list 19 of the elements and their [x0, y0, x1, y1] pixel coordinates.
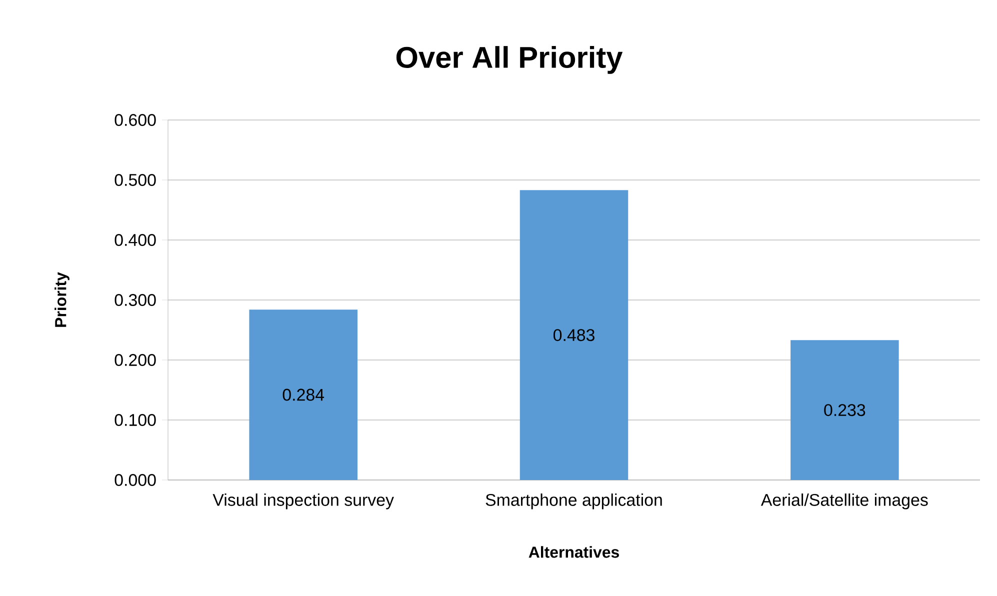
x-tick-label: Visual inspection survey — [212, 494, 394, 510]
chart-title: Over All Priority — [396, 46, 623, 74]
x-tick-label: Smartphone application — [486, 494, 662, 510]
y-tick-label: 0.100 — [114, 414, 156, 426]
x-tick-label: Aerial/Satellite images — [760, 494, 928, 510]
y-tick-label: 0.000 — [114, 474, 156, 486]
bar — [520, 190, 628, 480]
y-tick-label: 0.400 — [114, 234, 156, 246]
data-label: 0.284 — [282, 388, 324, 401]
data-label: 0.483 — [553, 329, 594, 342]
y-axis-title: Priority — [54, 272, 70, 327]
y-tick-label: 0.600 — [114, 114, 156, 126]
bar — [249, 310, 358, 480]
y-tick-label: 0.300 — [114, 294, 156, 306]
data-label: 0.233 — [824, 404, 866, 416]
x-axis-title: Alternatives — [528, 546, 619, 558]
y-tick-label: 0.500 — [114, 174, 156, 186]
bar — [790, 340, 899, 480]
y-tick-label: 0.200 — [114, 354, 156, 366]
